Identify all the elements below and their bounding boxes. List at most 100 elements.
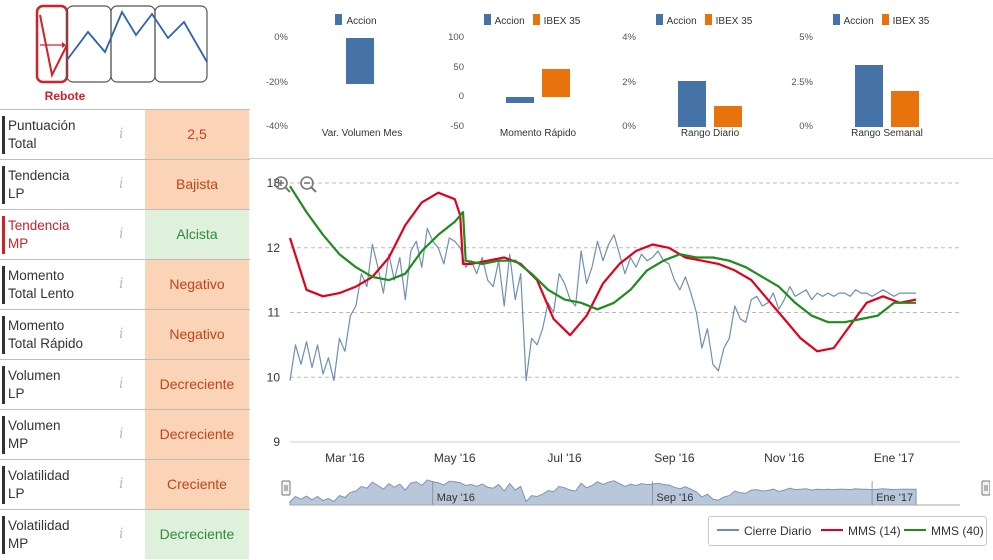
x-tick-label: Mar '16 (325, 451, 365, 465)
score-row[interactable]: Volumen MP i Decreciente (0, 409, 250, 460)
score-row[interactable]: Volatilidad LP i Creciente (0, 459, 250, 510)
y-tick-label: -40% (265, 121, 288, 132)
legend-swatch (704, 14, 712, 25)
legend-label: IBEX 35 (892, 16, 930, 27)
score-label-line: MP (8, 436, 29, 451)
legend-label: Accion (666, 16, 697, 27)
mini-legend: Accion IBEX 35 (438, 14, 618, 27)
bar-accion[interactable] (855, 64, 883, 127)
score-label-line: Total (8, 136, 37, 151)
score-label-line: Tendencia (8, 168, 70, 183)
score-row[interactable]: Volatilidad MP i Decreciente (0, 509, 250, 560)
chart-legend: Cierre Diario MMS (14) MMS (40) (708, 516, 987, 546)
row-marker (2, 366, 5, 404)
legend-item-mms40[interactable]: MMS (40) (904, 524, 984, 538)
info-icon[interactable]: i (119, 126, 124, 142)
y-tick-label: -20% (265, 76, 288, 88)
score-value: Negativo (145, 310, 249, 359)
score-value: Decreciente (145, 510, 249, 559)
navigator-handle-right[interactable] (981, 480, 991, 496)
navigator-area (289, 479, 917, 506)
legend-item-mms14[interactable]: MMS (14) (821, 524, 901, 538)
legend-label: Accion (346, 16, 377, 27)
row-marker (2, 316, 5, 354)
score-label-line: Puntuación (8, 118, 76, 133)
info-icon[interactable]: i (119, 226, 124, 242)
navigator-handle-left[interactable] (281, 480, 291, 496)
info-icon[interactable]: i (119, 526, 124, 542)
bar-ibex[interactable] (714, 105, 742, 127)
rebound-pattern-icon (35, 4, 208, 84)
score-label-line: LP (8, 186, 25, 201)
score-row[interactable]: Momento Total Lento i Negativo (0, 259, 250, 310)
score-label-line: MP (8, 236, 29, 251)
y-tick-label: -50 (450, 121, 464, 132)
bar-ibex[interactable] (542, 68, 570, 98)
series-mms14[interactable] (288, 191, 917, 353)
info-icon[interactable]: i (119, 326, 124, 342)
legend-swatch (532, 14, 540, 25)
bar-accion[interactable] (506, 97, 534, 104)
bar-accion[interactable] (678, 81, 706, 127)
x-tick-label: Sep '16 (654, 451, 695, 465)
score-row[interactable]: Tendencia MP i Alcista (0, 209, 250, 260)
legend-label: Accion (843, 16, 874, 27)
row-marker (2, 166, 5, 204)
mini-chart: Accion IBEX 35 5% 2.5% 0% Rango Semanal (787, 0, 967, 148)
x-tick-label: Jul '16 (547, 451, 582, 465)
y-tick-label: 0% (799, 121, 813, 132)
info-icon[interactable]: i (119, 176, 124, 192)
score-value: 2,5 (145, 110, 249, 159)
legend-item-daily[interactable]: Cierre Diario (717, 524, 811, 538)
pattern-label: Rebote (44, 89, 86, 103)
y-tick-label: 11 (268, 306, 281, 320)
mini-chart-title: Var. Volumen Mes (321, 128, 403, 139)
mini-chart-title: Rango Semanal (851, 128, 923, 139)
mini-chart: Accion IBEX 35 4% 2% 0% Rango Diario (610, 0, 790, 148)
row-marker (2, 466, 5, 504)
score-label-line: LP (8, 386, 25, 401)
bar-ibex[interactable] (891, 91, 919, 127)
row-marker (2, 416, 5, 454)
row-marker (2, 216, 5, 254)
score-row[interactable]: Puntuación Total i 2,5 (0, 109, 250, 160)
zoom-out-button[interactable] (299, 175, 317, 193)
info-icon[interactable]: i (119, 476, 124, 492)
info-icon[interactable]: i (119, 276, 124, 292)
legend-label: MMS (14) (848, 524, 901, 538)
info-icon[interactable]: i (119, 376, 124, 392)
y-tick-label: 10 (267, 370, 281, 384)
navigator-label: May '16 (437, 492, 475, 504)
legend-label: Accion (494, 16, 525, 27)
score-row[interactable]: Volumen LP i Decreciente (0, 359, 250, 410)
bar-accion[interactable] (346, 38, 374, 84)
score-label: Momento Total Rápido (8, 317, 118, 353)
navigator-label: Sep '16 (656, 492, 693, 504)
mini-chart: Accion IBEX 35 100 50 0 -50 Momento Rápido (438, 0, 618, 148)
legend-label: MMS (40) (931, 524, 984, 538)
score-label: Tendencia LP (8, 167, 118, 203)
score-label-line: Total Rápido (8, 336, 84, 351)
mini-chart: Accion 0% -20% -40% Var. Volumen Mes (262, 0, 442, 148)
y-tick-label: 100 (448, 32, 464, 43)
price-chart[interactable]: 9 10 11 12 13 Mar '16 May '16 Jul '16 Sep '16 Nov… (255, 165, 991, 515)
score-row[interactable]: Tendencia LP i Bajista (0, 159, 250, 210)
pattern-thumbnail[interactable]: Rebote (0, 0, 250, 105)
series-daily-close[interactable] (289, 227, 917, 382)
score-label-line: LP (8, 486, 25, 501)
series-mms40[interactable] (289, 185, 917, 324)
legend-swatch (335, 14, 343, 25)
row-marker (2, 516, 5, 554)
x-tick-label: Nov '16 (764, 451, 805, 465)
y-tick-label: 5% (799, 32, 813, 43)
score-label-line: Volatilidad (8, 468, 70, 483)
x-tick-label: Ene '17 (874, 451, 915, 465)
row-marker (2, 266, 5, 304)
score-row[interactable]: Momento Total Rápido i Negativo (0, 309, 250, 360)
navigator-label: Ene '17 (876, 492, 913, 504)
score-label: Puntuación Total (8, 117, 118, 153)
y-tick-label: 9 (273, 435, 280, 449)
info-icon[interactable]: i (119, 426, 124, 442)
x-tick-label: May '16 (434, 451, 476, 465)
zoom-in-button[interactable] (273, 175, 291, 193)
